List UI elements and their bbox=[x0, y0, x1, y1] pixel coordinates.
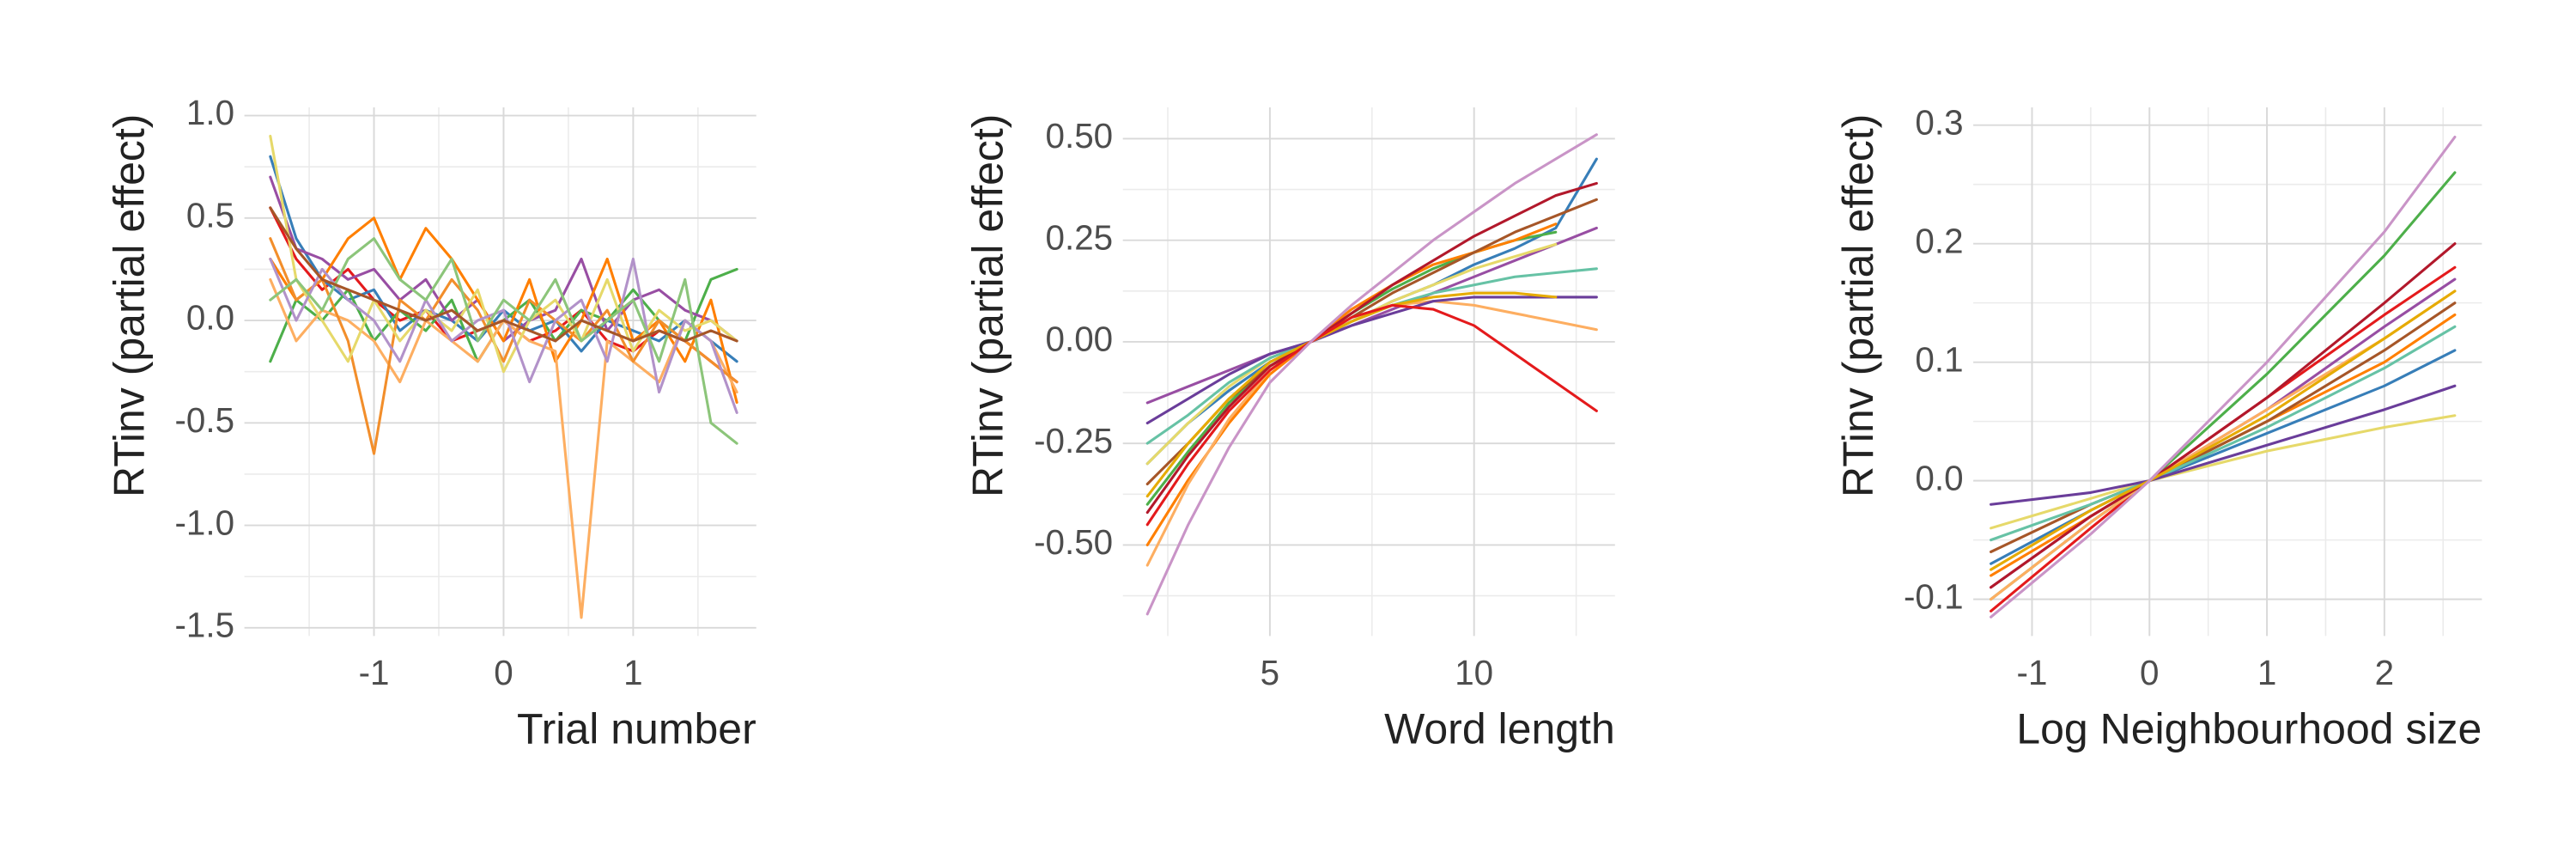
y-tick-label: -1.5 bbox=[174, 606, 234, 645]
y-tick-label: -0.5 bbox=[174, 400, 234, 440]
data-line bbox=[1990, 414, 2457, 530]
data-line bbox=[1145, 133, 1598, 616]
y-tick-label: 0.3 bbox=[1915, 102, 1963, 142]
x-axis-title: Word length bbox=[1384, 704, 1615, 752]
x-tick-label: 0 bbox=[2140, 653, 2159, 692]
data-line bbox=[1990, 289, 2457, 571]
y-tick-label: -1.0 bbox=[174, 503, 234, 542]
x-tick-label: 10 bbox=[1455, 653, 1493, 692]
data-line bbox=[1990, 242, 2457, 589]
data-line bbox=[1145, 303, 1598, 527]
y-tick-label: 0.00 bbox=[1046, 320, 1114, 359]
y-tick-label: -0.1 bbox=[1904, 576, 1964, 616]
y-axis-title: RTinv (partial effect) bbox=[963, 114, 1012, 497]
x-tick-label: -1 bbox=[2017, 653, 2048, 692]
data-line bbox=[269, 237, 738, 445]
data-line bbox=[1145, 291, 1558, 498]
y-axis-title: RTinv (partial effect) bbox=[1834, 114, 1882, 497]
y-tick-label: 0.5 bbox=[186, 195, 234, 235]
data-line bbox=[1990, 277, 2457, 589]
x-tick-label: 1 bbox=[623, 653, 642, 692]
y-axis-title: RTinv (partial effect) bbox=[105, 114, 153, 497]
data-line bbox=[1145, 222, 1558, 546]
data-line bbox=[1990, 325, 2457, 542]
data-line bbox=[1990, 302, 2457, 553]
data-line bbox=[1145, 181, 1598, 515]
data-line bbox=[1990, 349, 2457, 565]
x-axis-title: Trial number bbox=[517, 704, 756, 752]
x-tick-label: -1 bbox=[359, 653, 390, 692]
y-tick-label: 0.0 bbox=[1915, 458, 1963, 497]
data-line bbox=[1145, 295, 1598, 425]
data-line bbox=[1990, 384, 2457, 506]
data-line bbox=[269, 257, 738, 414]
y-tick-label: 0.0 bbox=[186, 298, 234, 338]
y-tick-label: -0.25 bbox=[1034, 421, 1113, 460]
y-tick-label: 0.50 bbox=[1046, 116, 1114, 155]
y-tick-label: 1.0 bbox=[186, 93, 234, 132]
data-line bbox=[1145, 230, 1558, 506]
y-tick-label: 0.2 bbox=[1915, 221, 1963, 260]
y-tick-label: -0.50 bbox=[1034, 522, 1113, 562]
data-line bbox=[269, 206, 738, 343]
x-tick-label: 2 bbox=[2375, 653, 2394, 692]
x-axis-title: Log Neighbourhood size bbox=[2016, 704, 2482, 752]
data-line bbox=[269, 134, 738, 374]
data-line bbox=[1990, 135, 2457, 618]
data-line bbox=[1145, 226, 1598, 405]
x-tick-label: 5 bbox=[1261, 653, 1279, 692]
x-tick-label: 0 bbox=[494, 653, 513, 692]
y-tick-label: 0.25 bbox=[1046, 217, 1114, 257]
y-tick-label: 0.1 bbox=[1915, 339, 1963, 379]
data-line bbox=[269, 237, 738, 455]
x-tick-label: 1 bbox=[2257, 653, 2276, 692]
